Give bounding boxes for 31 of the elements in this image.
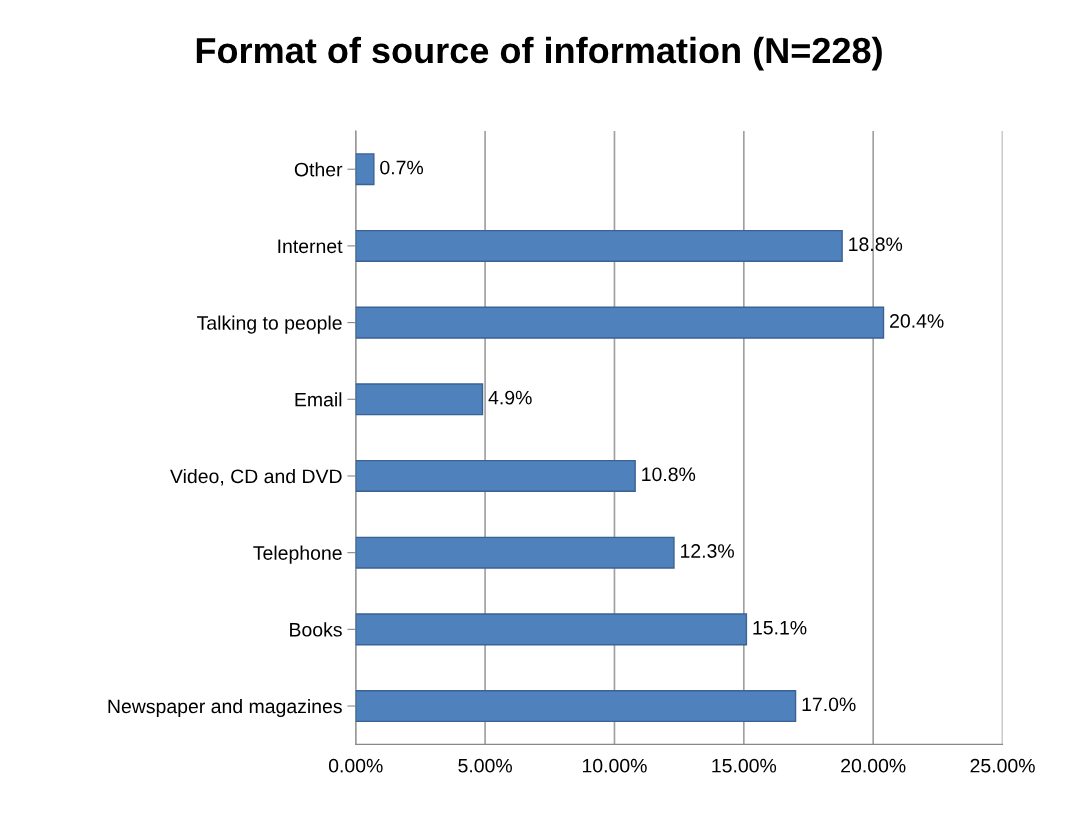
y-tick-label: Video, CD and DVD — [170, 468, 342, 486]
bar — [355, 153, 375, 186]
bar — [355, 459, 636, 493]
data-label: 20.4% — [890, 314, 944, 328]
y-tick-label: Telephone — [253, 545, 342, 564]
bar — [355, 229, 843, 262]
y-tick-label: Books — [290, 622, 342, 637]
data-label: 15.1% — [753, 620, 807, 635]
bar — [355, 306, 885, 339]
x-tick-label: 10.00% — [582, 758, 647, 773]
x-tick-label: 5.00% — [458, 758, 512, 773]
chart-title: Format of source of information (N=228) — [196, 36, 882, 71]
bar — [355, 613, 748, 646]
y-tick-label: Other — [294, 162, 343, 177]
data-label: 0.7% — [380, 160, 424, 175]
data-label: 10.8% — [642, 467, 696, 482]
bar — [355, 690, 797, 723]
x-tick-label: 25.00% — [970, 758, 1035, 773]
data-label: 4.9% — [488, 390, 532, 405]
y-tick-label: Talking to people — [197, 315, 342, 334]
bar — [355, 383, 484, 416]
y-tick-label: Internet — [278, 239, 343, 254]
data-label: 12.3% — [681, 544, 734, 558]
x-tick-label: 15.00% — [712, 758, 777, 773]
y-tick-label: Newspaper and magazines — [108, 698, 342, 718]
x-tick-label: 20.00% — [841, 758, 906, 773]
data-label: 17.0% — [802, 697, 856, 712]
y-tick-label: Email — [295, 392, 342, 407]
bar — [355, 536, 675, 569]
x-tick-label: 0.00% — [328, 758, 383, 773]
data-label: 18.8% — [849, 237, 903, 252]
